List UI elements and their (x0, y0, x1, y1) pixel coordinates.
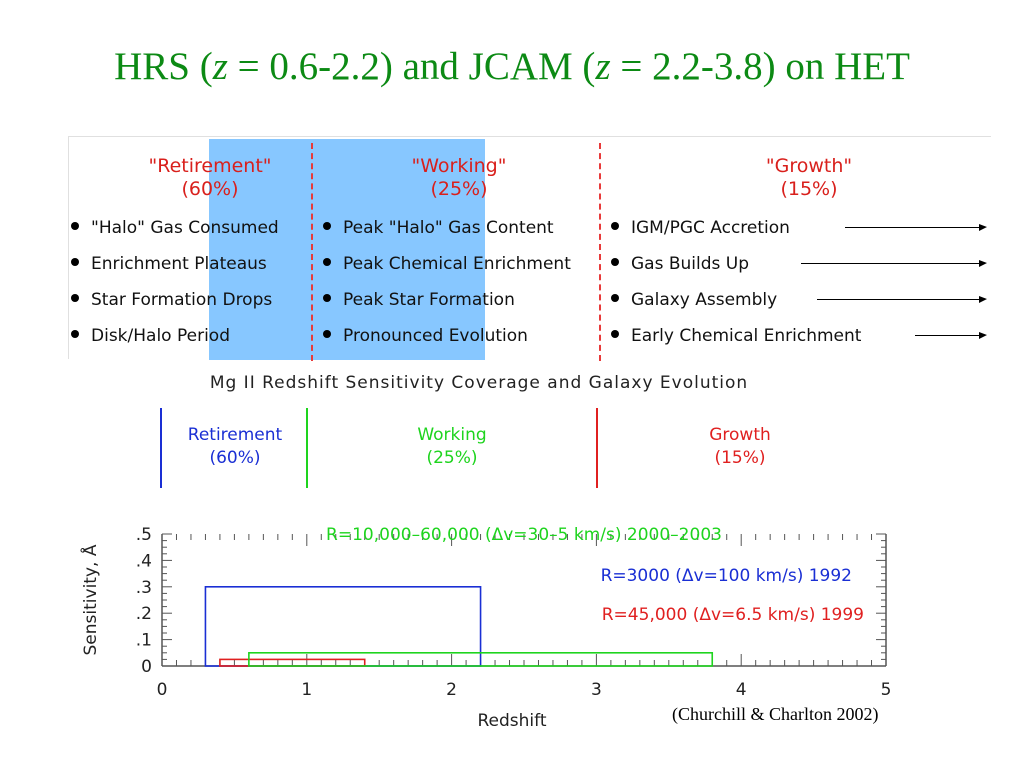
phase-divider (311, 143, 313, 361)
list-item: Gas Builds Up (611, 254, 861, 290)
bullet-icon (611, 330, 619, 338)
bullet-icon (611, 258, 619, 266)
y-tick-label: .1 (136, 631, 152, 651)
list-item: IGM/PGC Accretion (611, 218, 861, 254)
list-item: Enrichment Plateaus (71, 254, 279, 290)
x-tick-label: 3 (591, 680, 602, 700)
band-boundary-growth (596, 408, 598, 488)
bullet-icon (71, 330, 79, 338)
list-item: Star Formation Drops (71, 290, 279, 326)
bullet-icon (323, 222, 331, 230)
arrow-right-icon (801, 260, 987, 267)
list-item: Disk/Halo Period (71, 326, 279, 362)
bullet-icon (71, 294, 79, 302)
phase-title-growth: "Growth" (15%) (765, 155, 853, 200)
phase-divider (599, 143, 601, 361)
phase-title-working: "Working" (25%) (411, 155, 507, 200)
coverage-heading: Mg II Redshift Sensitivity Coverage and … (209, 373, 749, 393)
band-boundary-working (306, 408, 308, 488)
series-label: R=10,000–60,000 (Δv=30–5 km/s) 2000–2003 (326, 525, 722, 545)
x-axis-label: Redshift (477, 711, 546, 731)
redshift-highlight-band (209, 139, 485, 360)
series-label: R=45,000 (Δv=6.5 km/s) 1999 (602, 605, 864, 625)
phase-title-retirement: "Retirement" (60%) (148, 155, 272, 200)
list-item: Peak Chemical Enrichment (323, 254, 571, 290)
band-label-retirement: Retirement (60%) (187, 425, 283, 468)
slide-title: HRS (z = 0.6-2.2) and JCAM (z = 2.2-3.8)… (114, 45, 910, 88)
x-tick-label: 2 (446, 680, 457, 700)
band-boundary-retirement (160, 408, 162, 488)
series-label: R=3000 (Δv=100 km/s) 1992 (601, 566, 852, 586)
retirement-list: "Halo" Gas Consumed Enrichment Plateaus … (71, 218, 279, 362)
y-tick-label: 0 (141, 657, 152, 677)
bullet-icon (323, 258, 331, 266)
coverage-box (204, 586, 482, 667)
y-tick-label: .2 (136, 604, 152, 624)
growth-list: IGM/PGC Accretion Gas Builds Up Galaxy A… (611, 218, 861, 362)
citation: (Churchill & Charlton 2002) (672, 704, 879, 724)
arrow-right-icon (845, 224, 987, 231)
arrow-right-icon (915, 332, 987, 339)
y-axis-label: Sensitivity, Å (79, 544, 101, 655)
x-tick-label: 1 (301, 680, 312, 700)
x-tick-label: 4 (736, 680, 747, 700)
bullet-icon (71, 258, 79, 266)
bullet-icon (71, 222, 79, 230)
coverage-box (248, 652, 714, 667)
y-tick-label: .3 (136, 578, 152, 598)
band-label-working: Working (25%) (417, 425, 487, 468)
x-tick-label: 0 (157, 680, 168, 700)
arrow-right-icon (817, 296, 987, 303)
list-item: "Halo" Gas Consumed (71, 218, 279, 254)
list-item: Peak Star Formation (323, 290, 571, 326)
list-item: Peak "Halo" Gas Content (323, 218, 571, 254)
band-label-growth: Growth (15%) (709, 425, 771, 468)
bullet-icon (611, 294, 619, 302)
list-item: Pronounced Evolution (323, 326, 571, 362)
working-list: Peak "Halo" Gas Content Peak Chemical En… (323, 218, 571, 362)
list-item: Early Chemical Enrichment (611, 326, 861, 362)
y-tick-label: .5 (136, 525, 152, 545)
y-tick-label: .4 (136, 551, 152, 571)
bullet-icon (323, 294, 331, 302)
galaxy-evolution-phases-panel: "Retirement" (60%) "Working" (25%) "Growth… (68, 136, 991, 362)
bullet-icon (323, 330, 331, 338)
list-item: Galaxy Assembly (611, 290, 861, 326)
bullet-icon (611, 222, 619, 230)
sensitivity-chart: 0 1 2 3 4 5 0 .1 .2 .3 .4 .5 Redshift Sensitivity, Å R… (79, 525, 892, 731)
x-tick-label: 5 (881, 680, 892, 700)
